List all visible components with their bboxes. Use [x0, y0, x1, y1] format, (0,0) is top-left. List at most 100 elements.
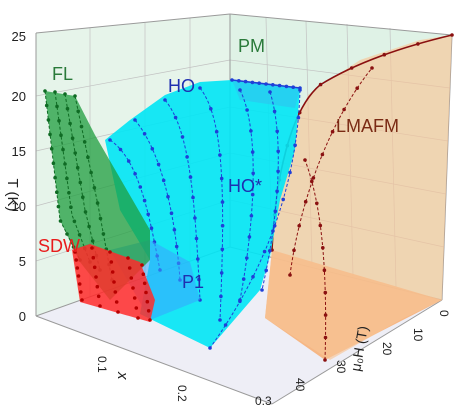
ho-points [108, 78, 302, 350]
t-tick-15: 15 [12, 144, 26, 159]
sdw-data-point [76, 274, 81, 278]
ho-data-point [268, 90, 272, 94]
ho-data-point [257, 81, 262, 85]
ho-data-point [142, 198, 147, 203]
lmafm-data-point [416, 42, 420, 46]
fl-data-point [55, 104, 59, 109]
fl-data-point [65, 176, 69, 181]
sdw-data-point [131, 286, 135, 290]
lmafm-data-point [323, 290, 328, 295]
label-p1: P1 [182, 272, 204, 292]
lmafm-data-point [321, 246, 325, 250]
lmafm-data-point [323, 313, 328, 317]
ho-data-point [196, 257, 200, 261]
ho-data-point [230, 78, 234, 82]
ho-data-point [220, 223, 225, 228]
t-tick-0: 0 [19, 309, 26, 324]
sdw-data-point [114, 300, 119, 304]
fl-data-point [63, 92, 67, 96]
ho-data-point [161, 178, 166, 183]
label-sdw: SDW [38, 236, 80, 256]
fl-data-point [90, 239, 95, 243]
ho-data-point [298, 86, 302, 90]
b-tick-0: 0 [437, 310, 451, 317]
fl-data-point [46, 118, 51, 122]
lmafm-data-point [450, 33, 454, 37]
ho-data-point [275, 129, 280, 134]
b-axis-label: μ₀H (T) [347, 325, 371, 373]
ho-data-point [149, 226, 154, 230]
ho-data-point [150, 147, 155, 151]
sdw-data-point [74, 258, 78, 262]
sdw-data-point [146, 309, 151, 313]
fl-data-point [73, 151, 77, 155]
fl-data-point [58, 219, 63, 223]
sdw-data-point [126, 256, 130, 260]
ho-data-point [220, 200, 225, 204]
b-tick-20: 20 [380, 342, 394, 356]
ho-data-point [188, 175, 193, 179]
sdw-data-point [98, 304, 102, 308]
sdw-data-point [95, 284, 100, 289]
sdw-data-point [144, 290, 148, 295]
lmafm-data-point [323, 358, 327, 362]
sdw-data-point [92, 265, 97, 270]
sdw-data-point [132, 296, 137, 300]
fl-data-point [57, 119, 61, 123]
label-ho-star: HO* [228, 176, 262, 196]
fl-data-point [53, 175, 57, 180]
ho-data-point [250, 150, 255, 154]
fl-data-point [67, 191, 71, 195]
lmafm-data-point [311, 176, 316, 180]
ho-data-point [219, 176, 224, 181]
t-tick-20: 20 [12, 89, 26, 104]
fl-data-point [70, 136, 75, 140]
ho-data-point [238, 299, 242, 304]
ho-data-point [185, 155, 189, 159]
ho-data-point [249, 129, 253, 133]
ho-data-point [296, 115, 301, 120]
t-axis: 0 5 10 15 20 25 T (K) [4, 29, 26, 324]
fl-data-point [76, 109, 80, 114]
sdw-data-point [140, 263, 144, 267]
lmafm-data-point [303, 199, 308, 204]
sdw-data-point [127, 266, 132, 270]
x-tick-0.1: 0.1 [95, 356, 109, 373]
sdw-data-point [94, 275, 98, 279]
lmafm-data-point [382, 52, 387, 57]
ho-data-point [197, 277, 201, 282]
sdw-data-point [77, 282, 82, 286]
sdw-data-point [79, 290, 83, 294]
ho-data-point [277, 83, 282, 88]
sdw-data-point [73, 250, 77, 254]
ho-data-point [245, 108, 249, 112]
lmafm-data-point [355, 86, 360, 90]
sdw-data-point [96, 294, 101, 299]
ho-data-point [218, 153, 222, 157]
t-tick-10: 10 [12, 199, 26, 214]
sdw-data-point [110, 270, 115, 274]
ho-data-point [223, 323, 228, 327]
sdw-data-point [112, 280, 116, 284]
ho-data-point [241, 277, 246, 281]
ho-data-point [209, 107, 213, 111]
ho-data-point [220, 247, 225, 252]
lmafm-data-point [330, 129, 335, 134]
fl-data-point [73, 94, 77, 98]
fl-data-point [89, 170, 93, 175]
ho-data-point [291, 85, 296, 89]
ho-data-point [163, 98, 167, 102]
ho-data-point [251, 171, 255, 176]
lmafm-data-point [322, 268, 327, 273]
x-tick-0.2: 0.2 [175, 385, 189, 402]
ho-data-point [172, 228, 177, 232]
sdw-data-point [136, 316, 140, 320]
fl-data-point [65, 232, 69, 236]
t-axis-label: T (K) [4, 178, 21, 211]
fl-data-point [55, 190, 59, 194]
lmafm-data-point [318, 223, 323, 228]
ho-data-point [133, 172, 137, 176]
ho-data-point [138, 185, 143, 189]
t-tick-5: 5 [19, 254, 26, 269]
